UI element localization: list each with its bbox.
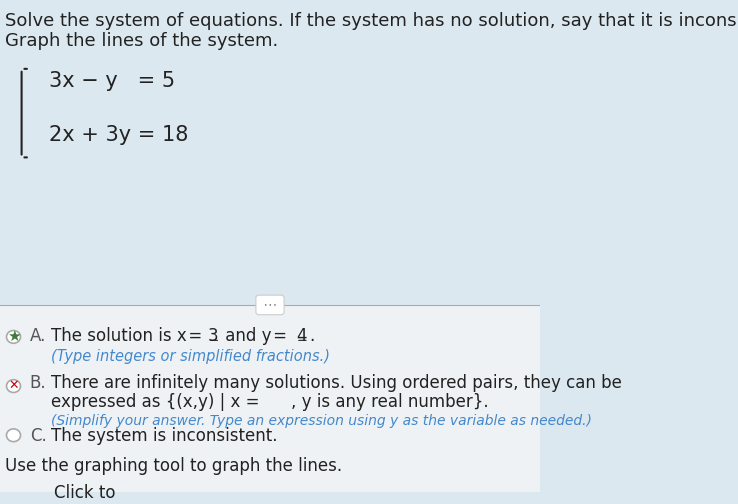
Text: 3: 3 — [208, 327, 218, 345]
Text: and y =: and y = — [221, 327, 292, 345]
Text: 3x − y   = 5: 3x − y = 5 — [49, 71, 175, 91]
Text: ⋯: ⋯ — [259, 298, 281, 312]
Circle shape — [7, 331, 21, 343]
Text: There are infinitely many solutions. Using ordered pairs, they can be: There are infinitely many solutions. Usi… — [52, 374, 622, 392]
Text: The solution is x =: The solution is x = — [52, 327, 208, 345]
FancyBboxPatch shape — [0, 305, 540, 492]
Text: A.: A. — [30, 327, 46, 345]
Text: The system is inconsistent.: The system is inconsistent. — [52, 427, 277, 445]
Text: Use the graphing tool to graph the lines.: Use the graphing tool to graph the lines… — [5, 458, 342, 475]
Text: C.: C. — [30, 427, 46, 445]
Circle shape — [7, 429, 21, 442]
Text: B.: B. — [30, 374, 46, 392]
Text: Graph the lines of the system.: Graph the lines of the system. — [5, 32, 279, 50]
Text: .: . — [309, 327, 314, 345]
Text: expressed as {(x,y) | x =      , y is any real number}.: expressed as {(x,y) | x = , y is any rea… — [52, 394, 489, 411]
Text: 2x + 3y = 18: 2x + 3y = 18 — [49, 125, 188, 146]
Text: 4: 4 — [296, 327, 306, 345]
Text: ✕: ✕ — [8, 379, 18, 392]
Text: ★: ★ — [7, 329, 21, 344]
Text: (Type integers or simplified fractions.): (Type integers or simplified fractions.) — [52, 349, 331, 364]
Circle shape — [7, 380, 21, 393]
Text: Solve the system of equations. If the system has no solution, say that it is inc: Solve the system of equations. If the sy… — [5, 12, 738, 30]
Text: (Simplify your answer. Type an expression using y as the variable as needed.): (Simplify your answer. Type an expressio… — [52, 414, 592, 428]
Text: Click to: Click to — [54, 484, 116, 502]
